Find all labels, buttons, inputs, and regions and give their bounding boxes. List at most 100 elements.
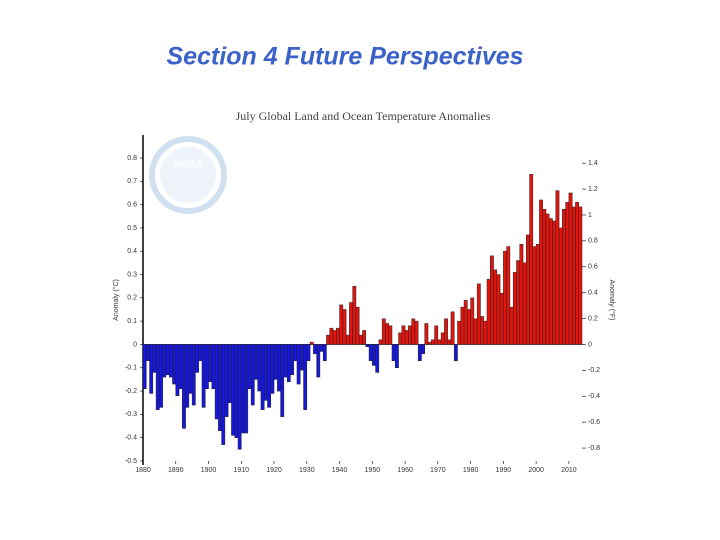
y2-tick-label: -0.8 <box>588 445 600 452</box>
bar <box>149 344 154 394</box>
bar <box>260 344 265 410</box>
y-tick-label: 0.5 <box>127 225 137 232</box>
y2-tick-label: -0.6 <box>588 419 600 426</box>
bar <box>506 246 511 345</box>
x-tick-label: 1970 <box>430 467 446 474</box>
bar <box>241 344 245 434</box>
bar <box>227 344 232 403</box>
bar <box>548 218 553 345</box>
bar <box>453 344 458 362</box>
bar <box>290 344 294 376</box>
y-tick-label: -0.5 <box>125 458 137 465</box>
bar <box>182 344 186 429</box>
bar <box>273 344 278 380</box>
bar <box>516 260 521 345</box>
bar <box>447 339 452 345</box>
y2-tick-label: -0.2 <box>588 367 600 374</box>
bar <box>545 213 550 345</box>
bar <box>224 344 229 417</box>
bar <box>404 330 409 345</box>
chart-title: July Global Land and Ocean Temperature A… <box>236 109 491 123</box>
bar <box>375 344 380 373</box>
bar <box>172 344 177 385</box>
logo-disc <box>160 147 216 203</box>
bar <box>329 327 334 345</box>
bar <box>204 344 209 389</box>
bar <box>191 344 196 406</box>
bar <box>159 344 163 408</box>
bar <box>368 344 373 362</box>
x-tick-label: 2000 <box>528 467 544 474</box>
bar <box>247 344 252 389</box>
bar <box>562 209 566 345</box>
bar <box>499 292 504 345</box>
x-tick-label: 1940 <box>332 467 348 474</box>
y-tick-label: -0.4 <box>125 435 137 442</box>
bar <box>283 344 288 378</box>
x-tick-label: 1960 <box>397 467 413 474</box>
x-tick-label: 1990 <box>496 467 512 474</box>
bar <box>539 199 543 345</box>
y2-tick-label: 1 <box>588 212 592 219</box>
bar <box>309 341 314 345</box>
bar <box>578 206 583 345</box>
bar <box>358 334 363 345</box>
bar <box>427 341 432 345</box>
y-tick-label: 0.7 <box>127 178 137 185</box>
bar <box>332 330 337 345</box>
bar <box>250 344 255 406</box>
bar <box>257 344 262 392</box>
y2-tick-label: 0 <box>588 341 592 348</box>
bar <box>365 344 370 348</box>
bar <box>444 318 448 345</box>
bar <box>460 306 465 345</box>
bar <box>483 320 488 345</box>
bar <box>142 344 147 389</box>
bar <box>568 192 573 345</box>
bar <box>201 344 206 408</box>
bar <box>391 344 396 362</box>
bar <box>231 344 235 436</box>
y-tick-label: 0.4 <box>127 248 137 255</box>
bar <box>467 309 471 345</box>
bar <box>411 318 416 345</box>
x-tick-label: 1950 <box>365 467 381 474</box>
bar <box>319 344 324 352</box>
y-axis-label: Anomaly (°C) <box>112 279 120 321</box>
bar <box>355 306 360 345</box>
y2-tick-label: 0.4 <box>588 290 598 297</box>
y-tick-label: 0.8 <box>127 155 137 162</box>
bar <box>165 344 170 376</box>
bar <box>529 174 534 345</box>
bar <box>146 344 150 362</box>
bar <box>558 227 563 345</box>
y-tick-label: 0.3 <box>127 271 137 278</box>
bar <box>552 220 557 345</box>
bar <box>440 332 445 345</box>
bar <box>381 318 386 345</box>
bar <box>277 344 281 392</box>
bar <box>486 278 491 345</box>
bar <box>208 344 213 383</box>
x-tick-label: 1910 <box>233 467 249 474</box>
bar <box>254 344 258 380</box>
bar <box>522 262 527 345</box>
x-tick-label: 1930 <box>299 467 315 474</box>
bar <box>388 325 393 345</box>
bar <box>198 344 203 362</box>
bar <box>493 269 498 345</box>
x-tick-label: 1880 <box>135 467 151 474</box>
bar <box>211 344 216 389</box>
bar <box>267 344 272 408</box>
bar <box>490 255 494 345</box>
y-tick-label: 0.1 <box>127 318 137 325</box>
bar <box>313 344 317 355</box>
y2-tick-label: 0.8 <box>588 238 598 245</box>
bar <box>372 344 376 366</box>
bar <box>503 250 507 345</box>
bar <box>162 344 167 378</box>
bar <box>480 316 484 345</box>
x-tick-label: 1920 <box>266 467 282 474</box>
bar <box>316 344 321 378</box>
